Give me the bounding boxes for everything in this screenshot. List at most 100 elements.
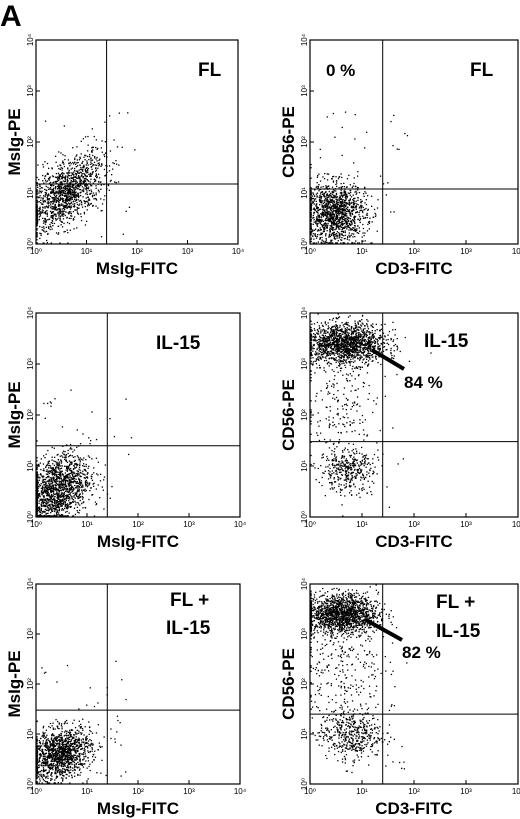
event-dot bbox=[310, 212, 312, 214]
event-dot bbox=[45, 210, 47, 213]
event-dot bbox=[342, 242, 344, 244]
event-dot bbox=[40, 197, 42, 199]
event-dot bbox=[337, 316, 340, 319]
event-dot bbox=[310, 346, 312, 348]
event-dot bbox=[330, 239, 332, 241]
event-dot bbox=[357, 175, 359, 177]
event-dot bbox=[332, 227, 335, 229]
event-dot bbox=[340, 189, 342, 191]
event-dot bbox=[325, 324, 327, 326]
event-dot bbox=[335, 212, 337, 214]
event-dot bbox=[61, 505, 63, 507]
x-tick-label: 10⁰ bbox=[30, 520, 42, 529]
event-dot bbox=[87, 204, 89, 206]
event-dot bbox=[49, 223, 51, 226]
event-dot bbox=[38, 196, 40, 198]
event-dot bbox=[63, 180, 66, 183]
event-dot bbox=[62, 503, 64, 505]
event-dot bbox=[368, 220, 371, 223]
event-dot bbox=[325, 206, 328, 208]
event-dot bbox=[323, 209, 326, 211]
event-dot bbox=[47, 472, 49, 474]
event-dot bbox=[57, 506, 60, 509]
event-dot bbox=[106, 171, 108, 174]
event-dot bbox=[48, 488, 50, 491]
event-dot bbox=[360, 202, 362, 204]
event-dot bbox=[79, 180, 81, 182]
event-dot bbox=[362, 193, 365, 195]
event-dot bbox=[60, 186, 63, 189]
event-dot bbox=[68, 473, 70, 475]
event-dot bbox=[48, 182, 51, 184]
event-dot bbox=[41, 475, 43, 478]
event-dot bbox=[350, 328, 352, 330]
y-tick-label: 10⁴ bbox=[26, 33, 35, 46]
event-dot bbox=[68, 493, 70, 495]
event-dot bbox=[316, 329, 319, 331]
event-dot bbox=[36, 485, 38, 488]
event-dot bbox=[79, 443, 82, 445]
event-dot bbox=[311, 198, 314, 200]
event-dot bbox=[38, 493, 40, 495]
event-dot bbox=[79, 481, 81, 483]
event-dot bbox=[59, 175, 61, 177]
event-dot bbox=[45, 515, 47, 517]
event-dot bbox=[52, 202, 54, 204]
event-dot bbox=[65, 206, 67, 208]
event-dot bbox=[71, 495, 73, 498]
event-dot bbox=[83, 176, 85, 178]
event-dot bbox=[92, 483, 94, 485]
event-dot bbox=[56, 183, 58, 185]
event-dot bbox=[364, 191, 366, 193]
event-dot bbox=[68, 169, 70, 171]
event-dot bbox=[325, 241, 327, 243]
event-dot bbox=[346, 217, 348, 219]
event-dot bbox=[61, 215, 63, 217]
event-dot bbox=[41, 499, 44, 502]
event-dot bbox=[70, 177, 72, 179]
event-dot bbox=[61, 492, 63, 494]
event-dot bbox=[64, 503, 66, 505]
event-dot bbox=[353, 356, 355, 358]
event-dot bbox=[49, 480, 51, 482]
event-dot bbox=[347, 236, 349, 239]
event-dot bbox=[365, 214, 368, 216]
event-dot bbox=[36, 197, 38, 199]
event-dot bbox=[330, 363, 333, 365]
event-dot bbox=[77, 171, 79, 173]
y-tick-label: 10² bbox=[300, 409, 309, 421]
x-axis-label: MsIg-FITC bbox=[96, 259, 178, 278]
event-dot bbox=[337, 318, 339, 320]
event-dot bbox=[338, 205, 341, 208]
event-dot bbox=[70, 196, 72, 198]
event-dot bbox=[61, 176, 63, 179]
event-dot bbox=[107, 184, 109, 186]
event-dot bbox=[71, 485, 73, 487]
event-dot bbox=[376, 230, 378, 232]
event-dot bbox=[87, 203, 90, 205]
event-dot bbox=[328, 217, 330, 220]
event-dot bbox=[330, 208, 332, 211]
event-dot bbox=[127, 112, 129, 114]
event-dot bbox=[66, 503, 69, 505]
event-dot bbox=[347, 321, 349, 324]
event-dot bbox=[91, 473, 93, 476]
event-dot bbox=[50, 201, 53, 203]
event-dot bbox=[89, 156, 91, 158]
event-dot bbox=[345, 226, 347, 228]
event-dot bbox=[335, 218, 338, 221]
event-dot bbox=[55, 502, 57, 504]
event-dot bbox=[63, 495, 65, 497]
event-dot bbox=[63, 195, 66, 197]
event-dot bbox=[36, 500, 38, 502]
event-dot bbox=[61, 208, 63, 210]
event-dot bbox=[64, 479, 66, 481]
event-dot bbox=[100, 188, 102, 190]
event-dot bbox=[58, 176, 60, 178]
event-dot bbox=[340, 201, 342, 204]
event-dot bbox=[336, 234, 338, 237]
event-dot bbox=[310, 207, 312, 209]
event-dot bbox=[327, 214, 329, 216]
event-dot bbox=[49, 471, 51, 473]
event-dot bbox=[60, 505, 62, 507]
